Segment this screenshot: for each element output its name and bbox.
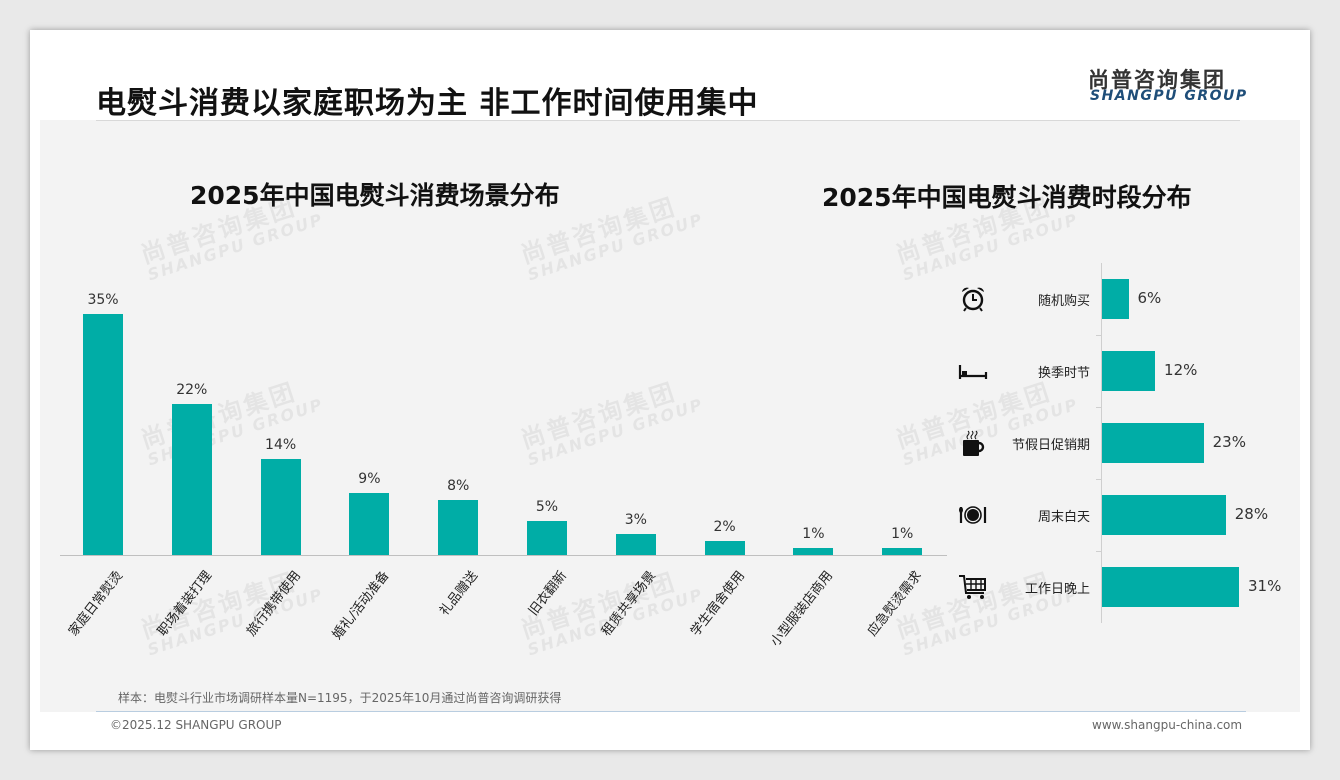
- data-label: 2%: [713, 519, 736, 536]
- hot-cup-icon: [957, 429, 989, 457]
- title-divider: [96, 120, 1240, 121]
- sample-note: 样本：电熨斗行业市场调研样本量N=1195，于2025年10月通过尚普咨询调研获…: [118, 691, 562, 705]
- bar: [438, 499, 479, 555]
- data-label: 22%: [176, 381, 208, 398]
- bar: [793, 548, 834, 555]
- content-panel: [40, 120, 1300, 712]
- x-axis-line: [60, 555, 947, 556]
- bar: [615, 534, 656, 555]
- bar: [1102, 351, 1156, 391]
- data-label: 1%: [891, 526, 914, 543]
- y-tick-label: 周末白天: [1037, 510, 1090, 525]
- bar: [1102, 423, 1204, 463]
- website-link[interactable]: www.shangpu-china.com: [1092, 718, 1243, 732]
- data-label: 35%: [87, 292, 119, 308]
- bar: [1102, 567, 1239, 607]
- data-label: 9%: [358, 471, 381, 488]
- bar: [704, 541, 745, 555]
- y-tick-label: 工作日晚上: [1024, 582, 1090, 597]
- bar: [1102, 279, 1129, 319]
- bar: [1102, 495, 1226, 535]
- data-label: 8%: [447, 477, 470, 494]
- data-label: 14%: [265, 436, 297, 453]
- copyright: ©2025.12 SHANGPU GROUP: [110, 718, 282, 732]
- data-label: 12%: [1164, 361, 1198, 379]
- y-tick-label: 换季时节: [1037, 366, 1090, 381]
- shopping-cart-icon: [957, 573, 989, 601]
- data-label: 1%: [802, 526, 825, 543]
- bar: [83, 314, 123, 555]
- scene-chart-title: 2025年中国电熨斗消费场景分布: [190, 181, 560, 210]
- bar: [527, 520, 567, 555]
- bar: [882, 548, 923, 555]
- time-chart-title: 2025年中国电熨斗消费时段分布: [822, 183, 1192, 212]
- data-label: 5%: [535, 498, 559, 515]
- plate-cutlery-icon: [957, 501, 989, 529]
- tick-mark: [1096, 407, 1101, 408]
- bar: [171, 403, 212, 555]
- bar: [349, 493, 390, 555]
- tick-mark: [1096, 335, 1101, 336]
- logo-cn: 尚普咨询集团: [1088, 68, 1226, 92]
- data-label: 28%: [1234, 505, 1269, 523]
- data-label: 6%: [1137, 289, 1162, 307]
- y-axis-line: [1101, 263, 1102, 623]
- tick-mark: [1096, 479, 1101, 480]
- bar: [260, 458, 301, 555]
- logo-en: SHANGPU GROUP: [1090, 88, 1248, 104]
- data-label: 31%: [1248, 577, 1282, 595]
- tick-mark: [1096, 551, 1101, 552]
- alarm-clock-icon: [957, 285, 989, 313]
- y-tick-label: 节假日促销期: [1011, 438, 1090, 453]
- bed-icon: [957, 357, 989, 385]
- footer-divider: [96, 711, 1246, 712]
- data-label: 23%: [1212, 433, 1246, 451]
- data-label: 3%: [624, 512, 647, 529]
- page-title: 电熨斗消费以家庭职场为主 非工作时间使用集中: [96, 86, 759, 121]
- y-tick-label: 随机购买: [1037, 294, 1090, 309]
